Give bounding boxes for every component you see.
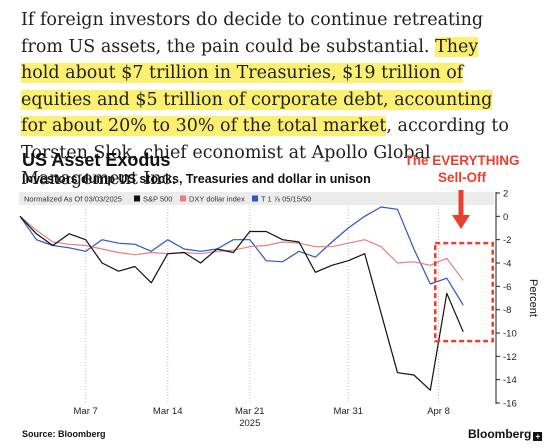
legend-label-treasury: T 1 ⅞ 05/15/50 (261, 195, 311, 204)
x-year-label: 2025 (239, 418, 260, 429)
y-axis: 2 0 -2 -4 -6 -8 -10 -12 -14 -16 (496, 189, 517, 410)
down-arrow-icon (452, 190, 470, 229)
article-paragraph: If foreign investors do decide to contin… (21, 7, 521, 193)
chart-subtitle: Investors dump US stocks, Treasuries and… (22, 172, 371, 186)
x-tick-label: Mar 21 (235, 406, 265, 417)
legend: Normalized As Of 03/03/2025 S&P 500 DXY … (24, 195, 311, 204)
x-axis: Mar 7 Mar 14 Mar 21 Mar 31 Apr 8 2025 (74, 406, 450, 429)
legend-swatch-sp500 (134, 195, 140, 202)
callout-line-1: The EVERYTHING (404, 153, 520, 168)
source-note: Source: Bloomberg (22, 429, 106, 439)
y-tick-label: -4 (503, 259, 511, 270)
y-tick-label: -16 (503, 399, 517, 410)
x-tick-label: Apr 8 (427, 406, 450, 417)
y-tick-label: -10 (503, 329, 517, 340)
dxy-line (19, 215, 464, 281)
callout-line-2: Sell-Off (437, 170, 486, 185)
legend-note: Normalized As Of 03/03/2025 (24, 195, 122, 204)
treasury-line (19, 206, 464, 306)
article-lead: If foreign investors do decide to contin… (21, 10, 484, 57)
x-tick-label: Mar 7 (74, 406, 98, 417)
y-tick-label: -6 (503, 282, 511, 293)
x-tick-label: Mar 31 (333, 406, 363, 417)
series-lines (19, 206, 464, 391)
y-tick-label: -8 (503, 305, 511, 316)
y-tick-label: -2 (503, 235, 511, 246)
chart-title: US Asset Exodus (22, 150, 171, 170)
y-tick-label: 2 (503, 189, 508, 200)
legend-swatch-treasury (252, 195, 258, 202)
article-tail: , according to Torsten Slok, chief econo… (21, 116, 509, 189)
sell-off-highlight-box (434, 241, 494, 343)
y-tick-label: -14 (503, 375, 517, 386)
y-axis-label: Percent (527, 279, 539, 317)
legend-swatch-dxy (180, 195, 186, 202)
x-tick-label: Mar 14 (153, 406, 183, 417)
sp500-line (19, 215, 464, 391)
y-tick-label: 0 (503, 212, 508, 223)
legend-label-sp500: S&P 500 (143, 195, 172, 204)
brand-mark: + (533, 432, 543, 441)
bloomberg-logo: Bloomberg + (468, 427, 543, 441)
callout-label: The EVERYTHING Sell-Off (398, 152, 526, 186)
legend-label-dxy: DXY dollar index (189, 195, 245, 204)
y-tick-label: -12 (503, 352, 517, 363)
brand-name: Bloomberg (468, 427, 532, 441)
grid-lines (85, 206, 440, 403)
